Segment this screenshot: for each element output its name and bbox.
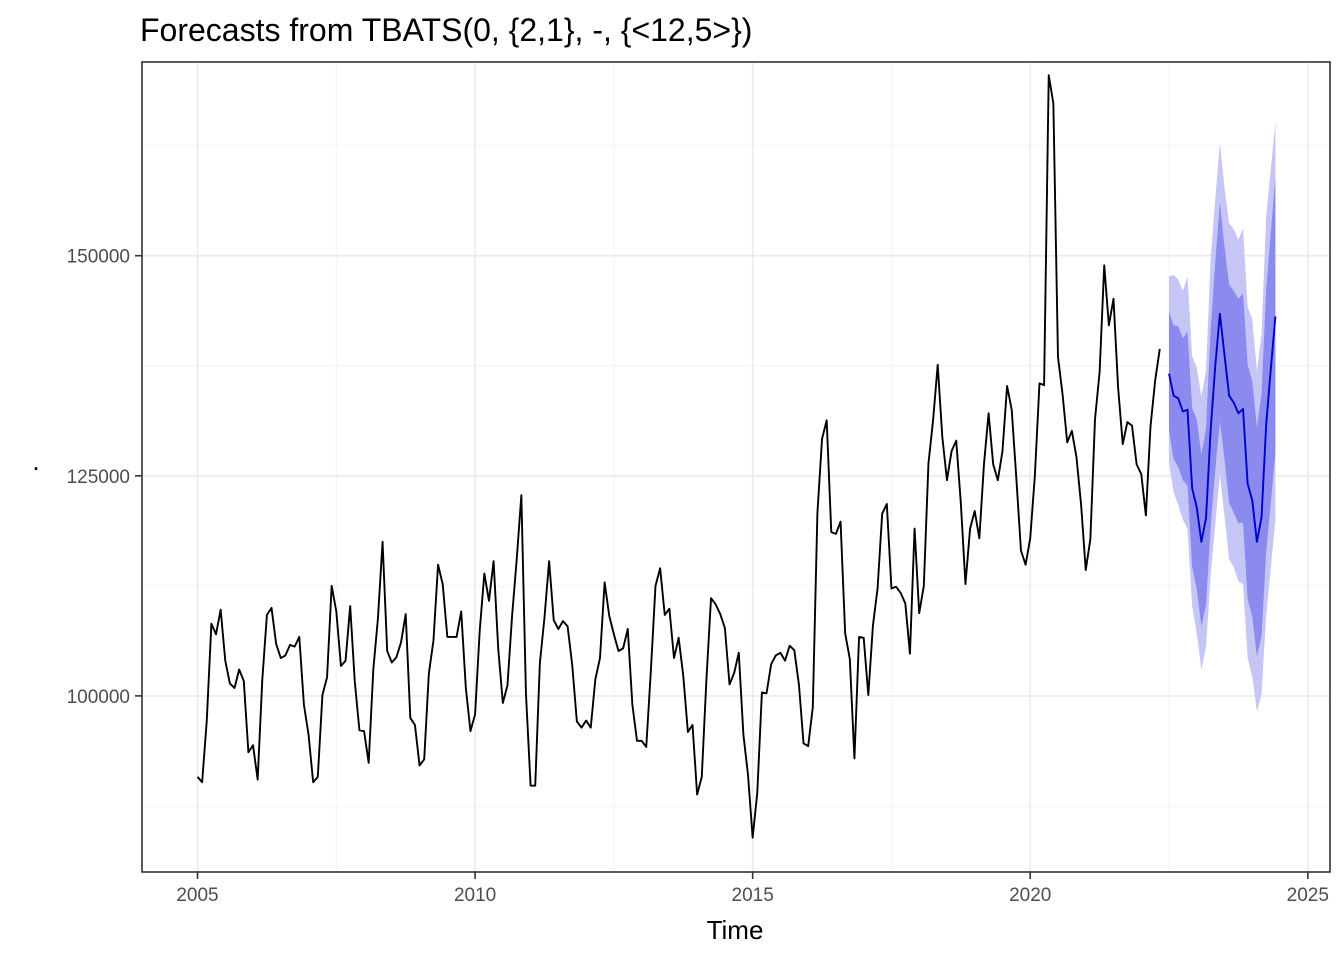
forecast-mean-series: [1168, 312, 1277, 543]
observed-series: [196, 74, 1161, 839]
y-axis: 100000 125000 150000: [67, 247, 142, 708]
observed-line: [196, 74, 1161, 839]
interval-80-band: [1169, 177, 1276, 657]
x-tick-label: 2025: [1287, 885, 1329, 906]
x-tick-label: 2020: [1009, 885, 1051, 906]
y-tick-label: 100000: [67, 687, 130, 708]
x-tick-label: 2010: [454, 885, 496, 906]
y-tick-label: 125000: [67, 467, 130, 488]
gridlines: [142, 62, 1330, 872]
x-axis: 2005 2010 2015 2020 2025: [176, 872, 1329, 906]
x-tick-label: 2005: [176, 885, 218, 906]
chart-title: Forecasts from TBATS(0, {2,1}, -, {<12,5…: [140, 12, 752, 48]
y-tick-label: 150000: [67, 247, 130, 268]
forecast-mean-line: [1168, 312, 1277, 543]
plot-panel: [142, 62, 1330, 872]
x-axis-title: Time: [707, 915, 764, 945]
plot-panel-border: [141, 61, 1331, 873]
prediction-interval-80: [1169, 177, 1276, 657]
x-tick-label: 2015: [732, 885, 774, 906]
y-axis-title: .: [32, 446, 39, 476]
